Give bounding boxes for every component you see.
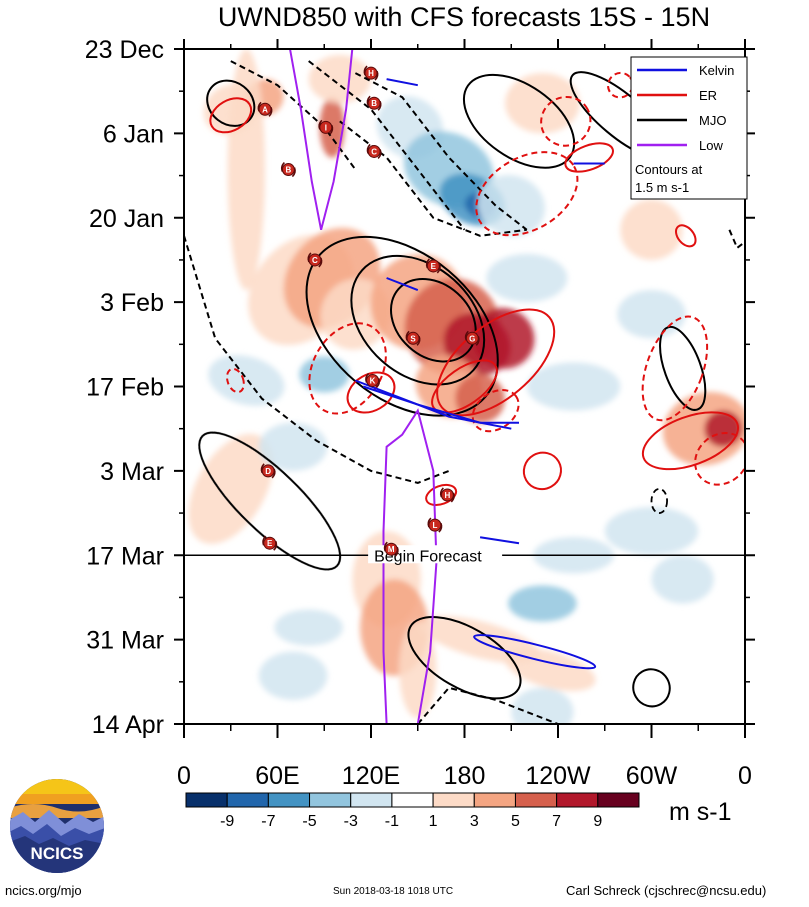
storm-marker-m-15: M	[383, 541, 399, 557]
logo-text: NCICS	[31, 844, 84, 863]
svg-text:H: H	[368, 69, 374, 78]
storm-marker-d-11: D	[260, 463, 276, 479]
colorbar-level-label: -3	[344, 813, 358, 830]
storm-marker-e-14: E	[262, 535, 278, 551]
y-tick-label: 20 Jan	[89, 205, 164, 233]
y-tick-label: 31 Mar	[86, 627, 164, 655]
x-tick-label: 120W	[525, 762, 591, 790]
colorbar: -9 -7 -5 -3 -1 1 3 5 7 9 m s-1	[185, 792, 732, 830]
x-axis: 0 60E 120E 180 120W 60W 0	[177, 39, 752, 790]
svg-text:C: C	[371, 147, 377, 156]
svg-text:E: E	[267, 539, 273, 548]
storm-marker-b-5: B	[280, 161, 296, 178]
colorbar-level-label: 9	[593, 813, 602, 830]
colorbar-level-label: -9	[220, 813, 234, 830]
legend-label-kelvin: Kelvin	[699, 63, 734, 78]
x-tick-label: 0	[738, 762, 752, 790]
y-axis: 23 Dec 6 Jan 20 Jan 3 Feb 17 Feb 3 Mar 17 Mar 3…	[85, 36, 755, 739]
svg-text:S: S	[410, 334, 416, 343]
storm-marker-g-9: G	[464, 330, 480, 346]
storm-marker-c-4: C	[366, 143, 382, 160]
svg-text:M: M	[388, 545, 395, 554]
svg-text:K: K	[370, 376, 376, 385]
storm-marker-e-7: E	[425, 258, 441, 274]
colorbar-level-label: -1	[385, 813, 399, 830]
colorbar-level-label: 3	[470, 813, 479, 830]
legend-note-line2: 1.5 m s-1	[635, 180, 689, 195]
svg-text:E: E	[431, 262, 437, 271]
svg-text:L: L	[432, 521, 437, 530]
x-tick-label: 0	[177, 762, 191, 790]
colorbar-swatch	[226, 792, 269, 808]
colorbar-level-label: -5	[302, 813, 316, 830]
y-tick-label: 3 Feb	[100, 289, 164, 317]
y-tick-label: 17 Feb	[86, 374, 164, 402]
colorbar-unit: m s-1	[669, 798, 732, 826]
colorbar-level-label: 7	[552, 813, 561, 830]
svg-text:H: H	[444, 491, 450, 500]
forecast-label: Begin Forecast	[374, 548, 482, 565]
colorbar-swatch	[597, 792, 640, 808]
svg-text:D: D	[265, 467, 271, 476]
storm-markers: H A B I C B C E S G K D H L E M	[257, 65, 480, 557]
colorbar-swatch	[391, 792, 434, 808]
colorbar-level-label: -7	[261, 813, 275, 830]
filtered-anomaly-contours	[184, 49, 745, 724]
legend: Kelvin ER MJO Low Contours at 1.5 m s-1	[630, 56, 748, 200]
x-tick-label: 60E	[255, 762, 299, 790]
colorbar-level-label: 1	[429, 813, 438, 830]
colorbar-swatch	[473, 792, 516, 808]
svg-text:B: B	[286, 166, 292, 175]
storm-marker-l-13: L	[427, 517, 443, 533]
legend-label-mjo: MJO	[699, 113, 726, 128]
storm-marker-k-10: K	[365, 372, 381, 389]
svg-text:B: B	[371, 99, 377, 108]
ncics-logo: NCICS	[10, 779, 104, 873]
y-tick-label: 23 Dec	[85, 36, 164, 64]
storm-marker-a-1: A	[257, 101, 273, 117]
footer-timestamp: Sun 2018-03-18 1018 UTC	[333, 886, 454, 897]
y-tick-label: 3 Mar	[100, 458, 164, 486]
svg-text:C: C	[312, 256, 318, 265]
colorbar-swatch	[556, 792, 599, 808]
colorbar-swatch	[514, 792, 558, 808]
colorbar-swatch	[350, 792, 393, 808]
colorbar-swatch	[267, 792, 311, 808]
y-tick-label: 17 Mar	[86, 542, 164, 570]
legend-label-low: Low	[699, 138, 723, 153]
x-tick-label: 120E	[342, 762, 400, 790]
colorbar-swatch	[309, 792, 352, 808]
svg-text:G: G	[469, 334, 475, 343]
legend-label-er: ER	[699, 88, 717, 103]
storm-marker-c-6: C	[307, 252, 323, 268]
y-tick-label: 6 Jan	[103, 120, 164, 148]
footer-site-link[interactable]: ncics.org/mjo	[5, 883, 82, 898]
svg-text:A: A	[262, 105, 268, 114]
colorbar-swatch	[432, 792, 475, 808]
storm-marker-h-0: H	[363, 65, 379, 81]
y-tick-label: 14 Apr	[92, 711, 164, 739]
svg-text:I: I	[325, 123, 327, 132]
colorbar-level-label: 5	[511, 813, 520, 830]
footer-author: Carl Schreck (cjschrec@ncsu.edu)	[566, 883, 767, 898]
legend-note-line1: Contours at	[635, 162, 703, 177]
x-tick-label: 180	[444, 762, 486, 790]
forecast-divider: Begin Forecast	[184, 545, 745, 565]
chart-title: UWND850 with CFS forecasts 15S - 15N	[218, 2, 710, 32]
x-tick-label: 60W	[626, 762, 678, 790]
storm-marker-i-3: I	[318, 119, 334, 135]
colorbar-swatch	[185, 792, 228, 808]
storm-marker-b-2: B	[366, 95, 382, 111]
storm-marker-h-12: H	[439, 487, 455, 503]
storm-marker-s-8: S	[405, 330, 421, 346]
